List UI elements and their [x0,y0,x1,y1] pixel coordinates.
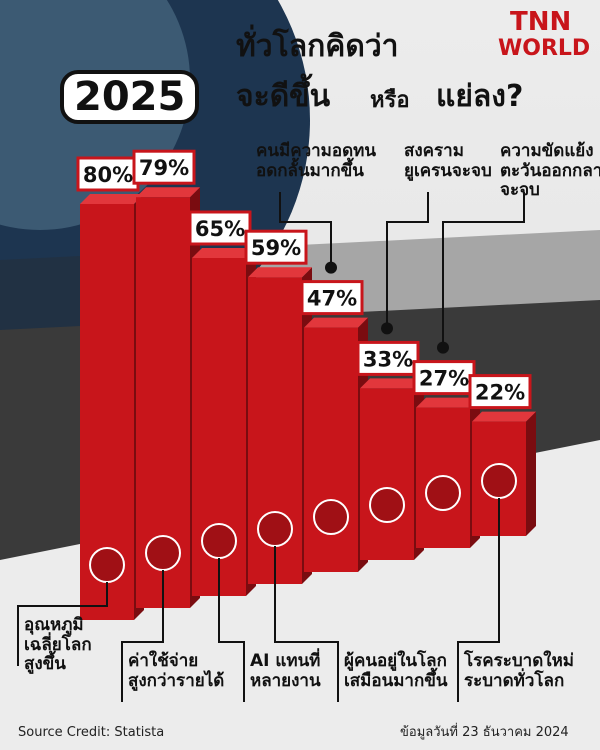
logo-world: WORLD [498,36,591,61]
bars-layer: 80% 79% 65%59% 47% 33%27%22% [17,149,536,702]
bar-top [472,411,536,422]
value-label: 22% [475,381,525,405]
value-box [132,149,196,185]
category-label: สงคราม ยูเครนจะจบ [404,141,492,181]
bar [360,388,414,560]
value-box [300,280,364,316]
connector-dot [437,341,449,354]
icon [313,499,349,535]
category-label: AI แทนที่ หลายงาน [250,651,321,691]
value-label: 59% [251,236,301,260]
bar-top [248,267,312,278]
connector [17,582,108,666]
connector [442,192,525,348]
title-or: หรือ [370,88,410,113]
connector [457,498,500,702]
icon [369,487,405,523]
bar-side [526,411,536,536]
category-label: ความขัดแย้ง ตะวันออกกลาง จะจบ [500,141,600,201]
connector [386,192,429,329]
title-year: 2025 [60,70,200,124]
source: Source Credit: Statista [18,725,165,740]
category-label: ผู้คนอยู่ในโลก เสมือนมากขึ้น [344,651,448,691]
value-box [188,210,252,246]
value-label: 65% [195,217,245,241]
icon [89,547,125,583]
title-1: ทั่วโลกคิดว่า [236,29,399,64]
value-label: 80% [83,163,133,187]
logo-tnn: TNN [510,7,572,37]
icon [257,511,293,547]
category-label: อุณหภูมิ เฉลี่ยโลก สูงขึ้น [24,615,92,675]
value-label: 79% [139,156,189,180]
bar-top [416,397,480,408]
category-label: ค่าใช้จ่าย สูงกว่ารายได้ [128,651,225,691]
connector-dot [381,322,393,335]
value-box [412,360,476,396]
value-box [76,156,140,192]
title-better: จะดีขึ้น [236,79,331,114]
connector-dot [325,261,337,274]
bar-top [304,317,368,328]
category-label: คนมีความอดทน อดกลั้นมากขึ้น [256,141,376,181]
value-label: 27% [419,367,469,391]
title-worse: แย่ลง? [436,79,524,114]
bar-top [360,378,424,389]
icon [201,523,237,559]
value-box [244,229,308,265]
date-note: ข้อมูลวันที่ 23 ธันวาคม 2024 [400,725,569,740]
category-label: โรคระบาดใหม่ ระบาดทั่วโลก [464,651,574,691]
connector [279,192,332,268]
bar [304,327,358,572]
connector [274,546,339,702]
icon [425,475,461,511]
bar-top [80,194,144,204]
icon [481,463,517,499]
value-box [468,374,532,410]
icon [145,535,181,571]
bar-top [192,248,256,258]
connector [121,570,164,702]
connector [218,558,245,702]
bar-top [136,187,200,198]
value-label: 47% [307,287,357,311]
value-label: 33% [363,347,413,371]
value-box [356,340,420,376]
